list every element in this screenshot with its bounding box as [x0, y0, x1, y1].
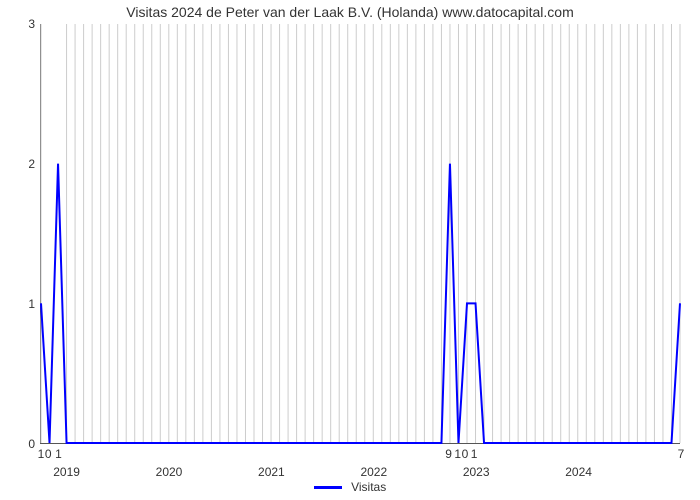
- y-tick-label: 1: [28, 297, 35, 311]
- x-tick-label: 2019: [53, 465, 80, 479]
- data-point-label: 9: [445, 447, 452, 461]
- y-tick-label: 0: [28, 437, 35, 451]
- y-tick-label: 3: [28, 17, 35, 31]
- legend-swatch: [314, 486, 342, 489]
- plot-area: 012320192020202120222023202410191017: [40, 24, 680, 444]
- x-tick-label: 2021: [258, 465, 285, 479]
- legend: Visitas: [0, 480, 700, 494]
- x-tick-label: 2022: [360, 465, 387, 479]
- visits-line-chart: Visitas 2024 de Peter van der Laak B.V. …: [0, 0, 700, 500]
- chart-svg: [41, 24, 680, 443]
- data-point-label: 0: [45, 447, 52, 461]
- chart-title: Visitas 2024 de Peter van der Laak B.V. …: [0, 4, 700, 20]
- data-point-label: 7: [678, 447, 685, 461]
- x-tick-label: 2023: [463, 465, 490, 479]
- data-point-label: 1: [38, 447, 45, 461]
- legend-label: Visitas: [351, 480, 386, 494]
- x-tick-label: 2024: [565, 465, 592, 479]
- data-point-label: 1: [55, 447, 62, 461]
- visits-series-line: [41, 164, 680, 443]
- x-tick-label: 2020: [156, 465, 183, 479]
- data-point-label: 1: [454, 447, 461, 461]
- y-tick-label: 2: [28, 157, 35, 171]
- data-point-label: 1: [471, 447, 478, 461]
- data-point-label: 0: [462, 447, 469, 461]
